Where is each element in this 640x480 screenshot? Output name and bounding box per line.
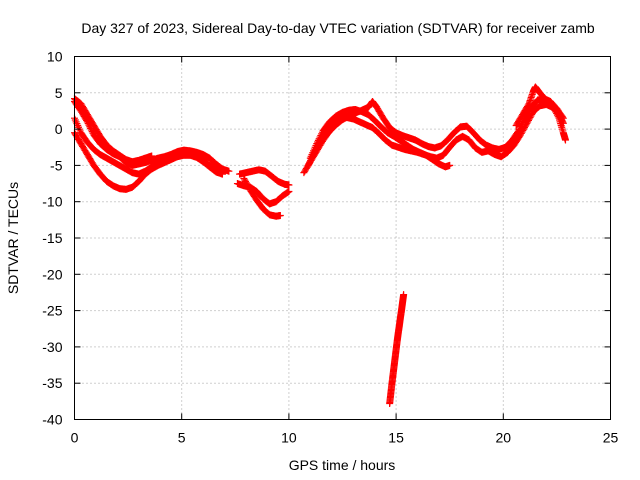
data-point <box>400 291 408 299</box>
axis-ticks <box>74 56 611 420</box>
data-point <box>550 105 558 113</box>
x-tick-labels: 0 5 10 15 20 25 <box>71 430 619 446</box>
y-axis-label: SDTVAR / TECUs <box>5 182 21 294</box>
data-point <box>549 103 557 111</box>
data-point <box>225 167 233 175</box>
x-tick-label: 20 <box>496 430 512 446</box>
data-point <box>551 106 559 114</box>
x-tick-label: 10 <box>281 430 297 446</box>
y-tick-label: 0 <box>55 121 63 137</box>
x-tick-label: 5 <box>178 430 186 446</box>
y-tick-label: -20 <box>42 266 62 282</box>
data-point <box>317 131 325 139</box>
data-point <box>87 126 95 134</box>
data-point <box>285 181 293 189</box>
data-point <box>446 161 454 169</box>
data-point <box>554 113 562 121</box>
data-point <box>314 138 322 146</box>
data-point <box>315 135 323 143</box>
y-tick-label: -15 <box>42 230 62 246</box>
x-tick-label: 15 <box>388 430 404 446</box>
data-point <box>83 118 91 126</box>
y-tick-labels: 10 5 0 -5 -10 -15 -20 -25 -30 -35 -40 <box>42 49 62 428</box>
y-tick-label: -40 <box>42 412 62 428</box>
data-point <box>318 130 326 138</box>
x-axis-label: GPS time / hours <box>289 457 396 473</box>
y-tick-label: 10 <box>47 49 63 65</box>
data-point <box>314 136 322 144</box>
data-point <box>86 123 94 131</box>
data-point <box>85 121 93 129</box>
data-point <box>549 102 557 110</box>
chart-title: Day 327 of 2023, Sidereal Day-to-day VTE… <box>81 20 594 36</box>
grid <box>74 56 611 420</box>
data-point <box>83 116 91 124</box>
data-point <box>313 140 321 148</box>
data-point <box>88 128 96 136</box>
data-point <box>316 133 324 141</box>
data-point <box>561 136 569 144</box>
x-tick-label: 0 <box>71 430 79 446</box>
y-tick-label: -10 <box>42 194 62 210</box>
y-tick-label: -25 <box>42 303 62 319</box>
y-tick-label: -35 <box>42 375 62 391</box>
data-point <box>87 124 95 132</box>
data-point <box>553 111 561 119</box>
data-point <box>84 119 92 127</box>
data-point <box>305 160 313 168</box>
y-tick-label: 5 <box>55 85 63 101</box>
data-point <box>218 170 226 178</box>
data-point <box>276 211 284 219</box>
data-point <box>304 161 312 169</box>
y-tick-label: -5 <box>50 157 63 173</box>
data-point <box>285 188 293 196</box>
y-tick-label: -30 <box>42 339 62 355</box>
data-points <box>71 83 569 408</box>
data-point <box>553 110 561 118</box>
x-tick-label: 25 <box>603 430 619 446</box>
data-point <box>552 108 560 116</box>
